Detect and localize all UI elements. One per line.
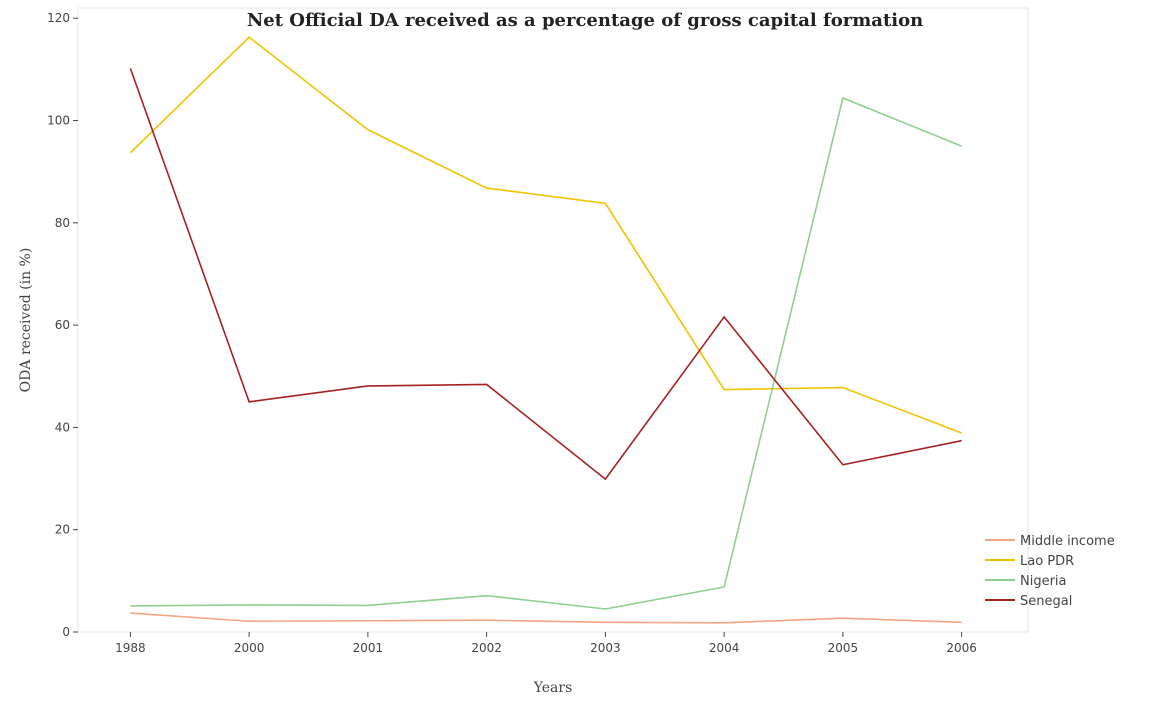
x-tick-label: 2002 (471, 641, 502, 655)
line-series (129, 36, 962, 434)
x-tick-label: 2003 (590, 641, 621, 655)
legend-label: Lao PDR (1020, 554, 1074, 569)
y-tick-label: 100 (47, 114, 70, 128)
x-tick-label: 2006 (946, 641, 977, 655)
legend-label: Middle income (1020, 534, 1115, 549)
x-tick-label: 2001 (353, 641, 384, 655)
line-series (130, 96, 962, 610)
y-tick-label: 40 (55, 420, 70, 434)
x-tick-label: 2000 (234, 641, 265, 655)
x-tick-label: 2005 (828, 641, 859, 655)
chart-title: Net Official DA received as a percentage… (247, 10, 923, 31)
line-series (130, 612, 962, 624)
y-tick-label: 120 (47, 11, 70, 25)
y-tick-label: 20 (55, 523, 70, 537)
x-tick-label: 1988 (115, 641, 146, 655)
x-tick-label: 2004 (709, 641, 740, 655)
legend-label: Nigeria (1020, 574, 1067, 589)
line-series (129, 68, 962, 481)
y-tick-label: 80 (55, 216, 70, 230)
y-tick-label: 0 (62, 625, 70, 639)
x-axis-label: Years (533, 680, 573, 696)
plot-frame (77, 7, 1029, 633)
y-tick-label: 60 (55, 318, 70, 332)
legend-label: Senegal (1020, 594, 1072, 609)
y-axis-label: ODA received (in %) (18, 248, 34, 393)
